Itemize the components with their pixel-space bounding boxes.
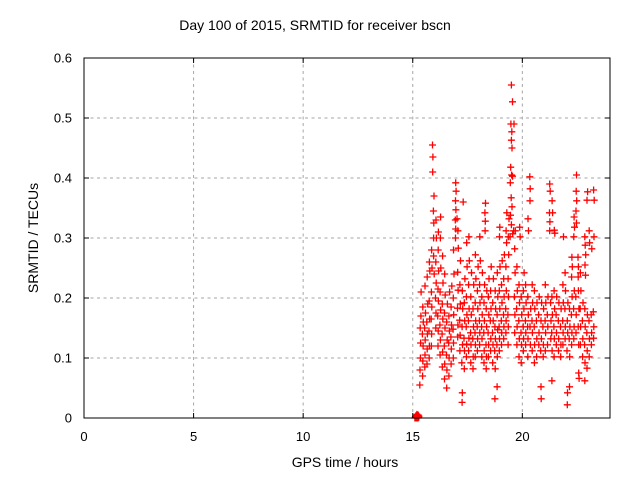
y-tick-label: 0.1 [54, 351, 72, 366]
tick-labels: 0 5 10 15 20 0 0.1 0.2 0.3 0.4 0.5 0.6 [54, 51, 530, 445]
grid-lines [84, 58, 610, 418]
x-tick-label: 15 [406, 429, 420, 444]
y-tick-label: 0.2 [54, 291, 72, 306]
chart-title: Day 100 of 2015, SRMTID for receiver bsc… [179, 17, 451, 33]
y-tick-label: 0.3 [54, 231, 72, 246]
series-SRMTID [411, 81, 598, 422]
y-axis-label: SRMTID / TECUs [25, 183, 41, 293]
data-points [411, 81, 598, 422]
x-axis-label: GPS time / hours [292, 454, 399, 470]
y-tick-label: 0.6 [54, 51, 72, 66]
x-tick-label: 0 [80, 429, 87, 444]
axes-and-ticks [83, 57, 611, 419]
y-tick-label: 0.4 [54, 171, 72, 186]
x-tick-label: 10 [296, 429, 310, 444]
y-tick-label: 0.5 [54, 111, 72, 126]
y-tick-label: 0 [65, 411, 72, 426]
x-tick-label: 5 [190, 429, 197, 444]
x-tick-label: 20 [515, 429, 529, 444]
